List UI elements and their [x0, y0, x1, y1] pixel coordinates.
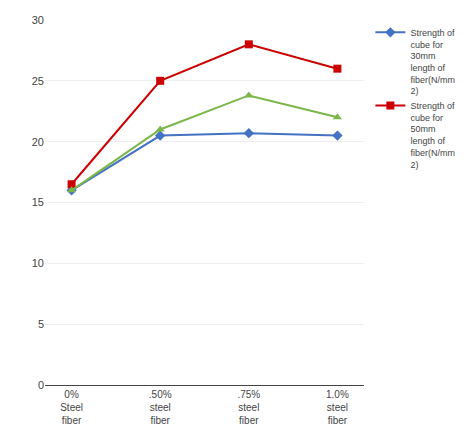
svg-text:20: 20	[32, 136, 44, 148]
svg-text:10: 10	[32, 257, 44, 269]
svg-text:25: 25	[32, 75, 44, 87]
svg-text:Strength ofcube for50mmlength: Strength ofcube for50mmlength offiber(N/…	[410, 101, 455, 169]
svg-text:1.0%steelfiber: 1.0%steelfiber	[326, 389, 349, 426]
svg-text:Strength ofcube for30mmlength: Strength ofcube for30mmlength offiber(N/…	[410, 28, 455, 97]
svg-text:.75%steelfiber: .75%steelfiber	[237, 389, 260, 426]
svg-text:30: 30	[32, 14, 44, 26]
svg-text:5: 5	[38, 318, 44, 330]
svg-text:0%Steelfiber: 0%Steelfiber	[60, 389, 83, 426]
svg-text:0: 0	[38, 379, 44, 391]
svg-text:15: 15	[32, 196, 44, 208]
svg-text:.50%steelfiber: .50%steelfiber	[149, 389, 172, 426]
